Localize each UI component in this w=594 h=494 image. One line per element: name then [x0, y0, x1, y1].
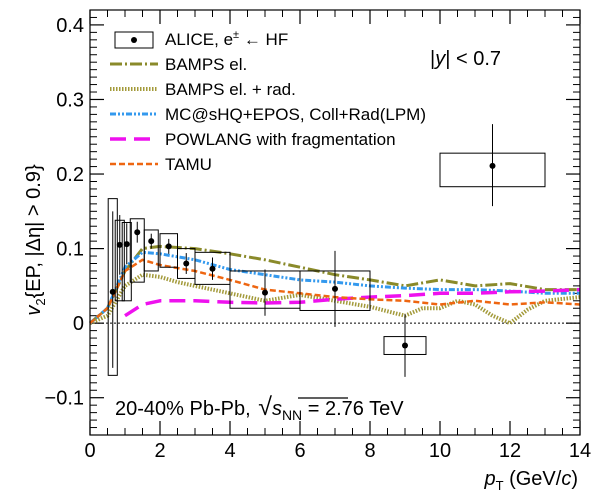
- legend-entry-tamu: TAMU: [165, 155, 212, 174]
- y-tick-label: 0: [73, 313, 84, 335]
- systematic-box: [107, 198, 118, 376]
- y-tick-label: −0.1: [45, 388, 84, 410]
- data-points: [107, 124, 546, 377]
- data-point-6: [177, 248, 196, 279]
- legend: ALICE, e± ← HF BAMPS el. BAMPS el. + rad…: [110, 29, 426, 174]
- data-point-1: [114, 215, 125, 302]
- x-tick-label: 14: [569, 440, 591, 462]
- systematic-box: [194, 251, 231, 285]
- data-marker: [109, 288, 116, 295]
- legend-entry-mcshq: MC@sHQ+EPOS, Coll+Rad(LPM): [165, 105, 426, 124]
- y-tick-label: 0.3: [56, 89, 84, 111]
- systematic-box: [143, 229, 159, 272]
- legend-symbols: [110, 31, 158, 166]
- x-tick-label: 8: [364, 440, 375, 462]
- data-point-7: [194, 251, 231, 285]
- rapidity-annotation: |y| < 0.7: [430, 48, 501, 70]
- legend-symbol-data-marker: [131, 37, 137, 43]
- legend-entry-bamps-el: BAMPS el.: [165, 55, 247, 74]
- legend-entry-powlang: POWLANG with fragmentation: [165, 130, 396, 149]
- legend-entry-data: ALICE, e± ← HF: [165, 29, 288, 49]
- x-tick-label: 12: [499, 440, 521, 462]
- data-marker: [209, 265, 216, 272]
- data-marker: [402, 342, 408, 349]
- model-curve-3: [124, 287, 581, 318]
- data-marker: [332, 285, 338, 292]
- data-point-3: [129, 218, 145, 283]
- data-marker: [148, 238, 155, 245]
- x-axis-label: pT (GeV/c): [483, 468, 578, 493]
- model-curve-2: [89, 250, 580, 325]
- data-marker: [116, 241, 123, 248]
- y-axis-label: v2{EP, |Δη| > 0.9}: [23, 164, 48, 316]
- y-tick-label: 0.4: [56, 15, 84, 37]
- data-point-4: [143, 229, 159, 272]
- data-point-0: [107, 198, 118, 376]
- data-point-10: [383, 314, 427, 377]
- data-point-2: [121, 222, 132, 302]
- y-tick-label: 0.2: [56, 164, 84, 186]
- data-point-11: [439, 124, 546, 207]
- legend-symbol-data-box: [114, 31, 154, 49]
- x-tick-label: 2: [154, 440, 165, 462]
- y-tick-label: 0.1: [56, 239, 84, 261]
- data-marker: [183, 260, 190, 267]
- x-tick-label: 10: [429, 440, 451, 462]
- plot-frame: [89, 9, 581, 436]
- svg-text:20-40% Pb-Pb, √sNN = 2.76 TeV: 20-40% Pb-Pb, √sNN = 2.76 TeV: [115, 393, 404, 423]
- data-point-5: [159, 233, 178, 268]
- axis-ticks: 0 2 4 6 8 10 12 14 −0.1 0 0.1 0.2 0.3 0.4: [45, 9, 591, 462]
- data-point-9: [299, 250, 371, 327]
- system-annotation: 20-40% Pb-Pb, √sNN = 2.76 TeV: [115, 393, 404, 423]
- model-curve-1: [89, 272, 581, 326]
- data-marker: [123, 241, 130, 248]
- legend-entry-bamps-el-rad: BAMPS el. + rad.: [165, 80, 296, 99]
- x-tick-label: 6: [294, 440, 305, 462]
- data-marker: [262, 289, 268, 296]
- x-tick-label: 4: [224, 440, 235, 462]
- data-marker: [134, 229, 141, 236]
- systematic-box: [121, 222, 132, 302]
- x-tick-label: 0: [84, 440, 95, 462]
- data-marker: [489, 162, 496, 169]
- data-marker: [165, 243, 172, 250]
